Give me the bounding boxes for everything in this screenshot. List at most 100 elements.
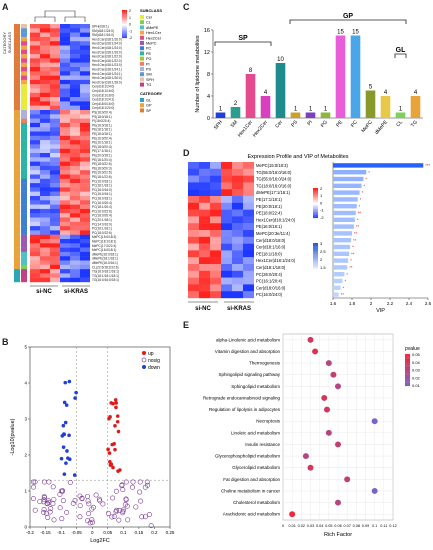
bar-value-label: 8 <box>249 68 253 74</box>
vip-panel-d: Expression Profile and VIP of Metabolite… <box>188 154 432 314</box>
heatmap-cell <box>80 264 90 270</box>
vip-bar <box>333 197 358 202</box>
category-strip-cell <box>14 183 20 188</box>
heatmap-cell <box>30 62 40 68</box>
heatmap-cell <box>232 277 243 285</box>
vip-bar <box>333 217 355 222</box>
heatmap-cell <box>80 54 90 59</box>
heatmap-cell <box>40 62 50 68</box>
heatmap-cell <box>30 196 40 201</box>
panel-c-letter: C <box>183 2 190 12</box>
nosig-point <box>137 479 143 485</box>
heatmap-cell <box>80 187 90 192</box>
heatmap-cell <box>188 209 199 217</box>
row-label: MePC(15:0/18:3) <box>256 163 288 168</box>
category-strip-cell <box>14 49 20 55</box>
heatmap-cell <box>221 202 232 210</box>
heatmap-cell <box>232 223 243 231</box>
x-tick-label: -0.05 <box>72 530 83 535</box>
row-label: PE(18:1/20:4) <box>92 158 112 162</box>
row-label: Hex1Cer(d18:1/24:0) <box>256 217 296 222</box>
subclass-legend-label: PE <box>146 52 152 56</box>
heatmap-cell <box>199 277 210 285</box>
subclass-strip-cell <box>21 196 27 201</box>
panel-d-letter: D <box>183 148 190 158</box>
heatmap-cell <box>60 251 70 257</box>
category-strip-cell <box>14 153 20 158</box>
heatmap-cell <box>40 32 50 38</box>
heatmap-cell <box>80 62 90 68</box>
row-label: PC(20:1/18:1) <box>92 218 112 222</box>
scale-segment <box>313 216 318 219</box>
heatmap-cell <box>210 250 221 258</box>
x-tick-label: 2.4 <box>406 301 413 306</box>
bar-value-label: 2 <box>234 101 238 107</box>
heatmap-cell <box>199 168 210 176</box>
scale-segment <box>405 354 410 356</box>
scale-tick: 2.5 <box>320 249 326 254</box>
heatmap-cell <box>70 114 80 119</box>
scale-segment <box>122 32 127 34</box>
heatmap-cell <box>60 45 70 50</box>
heatmap-cell <box>199 196 210 203</box>
heatmap-cell <box>60 58 70 63</box>
heatmap-cell <box>40 71 50 76</box>
heatmap-cell <box>221 250 232 258</box>
scale-tick: 3 <box>320 241 323 246</box>
category-label: Cer <box>274 119 284 129</box>
scale-segment <box>405 355 410 358</box>
heatmap-cell <box>80 127 90 132</box>
heatmap-cell <box>210 168 221 176</box>
scale-segment <box>313 189 318 192</box>
heatmap-cell <box>50 213 60 218</box>
heatmap-cell <box>188 189 199 197</box>
heatmap-cell <box>80 196 90 201</box>
category-strip-cell <box>14 191 20 197</box>
heatmap-cell <box>50 191 60 197</box>
row-label: PC(14:0/16:0) <box>92 222 112 226</box>
heatmap-cell <box>40 260 50 265</box>
heatmap-cell <box>80 118 90 124</box>
heatmap-cell <box>60 92 70 98</box>
category-label: CL <box>395 119 404 128</box>
nosig-point <box>37 499 43 505</box>
heatmap-cell <box>60 140 70 145</box>
bar-value-label: 1 <box>309 107 313 113</box>
heatmap-cell <box>60 135 70 141</box>
pathway-label: Necroptosis <box>256 419 281 424</box>
nosig-point <box>67 479 73 485</box>
heatmap-cell <box>30 161 40 167</box>
enrichment-point <box>307 336 314 343</box>
heatmap-cell <box>60 239 70 244</box>
row-label: SM(d18:1/24:0) <box>92 29 114 33</box>
nosig-point <box>60 498 66 504</box>
pathway-label: Fat digestion and absorption <box>223 477 280 482</box>
heatmap-cell <box>60 269 70 274</box>
category-strip-cell <box>14 45 20 50</box>
nosig-point <box>70 500 76 506</box>
scale-segment <box>122 18 127 20</box>
scale-segment <box>122 19 127 22</box>
heatmap-cell <box>50 84 60 89</box>
down-point <box>62 472 67 476</box>
heatmap-cell <box>199 162 210 169</box>
heatmap-cell <box>80 41 90 46</box>
category-strip-cell <box>14 174 20 179</box>
heatmap-cell <box>199 202 210 210</box>
heatmap-cell <box>40 131 50 136</box>
bar <box>410 96 421 118</box>
heatmap-cell <box>50 36 60 42</box>
heatmap-cell <box>221 216 232 224</box>
y-axis-label: Number of lipidome metabolites <box>195 35 201 113</box>
subclass-strip-cell <box>21 97 27 102</box>
x-tick-label: 0.05 <box>325 524 332 528</box>
heatmap-cell <box>30 144 40 149</box>
heatmap-cell <box>50 161 60 167</box>
heatmap-cell <box>40 161 50 167</box>
nosig-point <box>123 479 129 485</box>
heatmap-cell <box>40 174 50 179</box>
row-label: Cer(d18:0/16:0) <box>92 102 114 106</box>
heatmap-cell <box>50 187 60 192</box>
subclass-legend-label: PC <box>146 47 152 51</box>
x-tick-label: 0.06 <box>334 524 341 528</box>
